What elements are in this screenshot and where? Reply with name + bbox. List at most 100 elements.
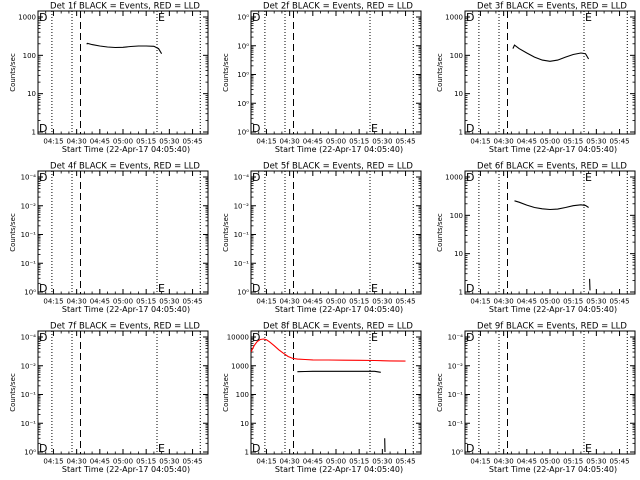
panel-det-4: Det 4f BLACK = Events, RED = LLD 10⁰ 10⁻¹ 1…	[9, 162, 209, 314]
marker-d-label-top: D	[466, 331, 474, 344]
marker-e-label: E	[371, 331, 378, 344]
y-tick-label: 10	[27, 90, 36, 98]
x-tick-label: 05:00	[326, 458, 346, 466]
marker-d-label-top: D	[39, 331, 47, 344]
x-tick-label: 04:45	[517, 138, 537, 146]
y-tick-label: 10⁻¹	[21, 420, 37, 428]
y-tick-label: 100	[450, 212, 463, 220]
x-tick-label: 05:30	[372, 298, 392, 306]
marker-d-label: D	[39, 282, 47, 295]
marker-d-label: D	[466, 442, 474, 455]
marker-e-label: E	[585, 171, 592, 184]
x-tick-label: 05:15	[563, 298, 583, 306]
marker-d-label: D	[466, 122, 474, 135]
marker-e-label: E	[158, 282, 165, 295]
x-tick-label: 04:15	[43, 458, 63, 466]
y-tick-label: 1000	[231, 362, 249, 370]
panel-det-5: Det 5f BLACK = Events, RED = LLD 10⁰ 10⁻¹ 1…	[222, 162, 422, 314]
y-tick-label: 1000	[18, 14, 36, 22]
x-tick-label: 04:30	[67, 298, 87, 306]
x-tick-label: 05:15	[563, 458, 583, 466]
x-tick-label: 05:15	[349, 138, 369, 146]
y-tick-label: 10⁰	[451, 449, 463, 457]
marker-d-label: D	[39, 122, 47, 135]
y-tick-label: 10⁻¹	[21, 391, 37, 399]
x-axis-label: Start Time (22-Apr-17 04:05:40)	[275, 465, 403, 474]
x-tick-label: 05:45	[182, 298, 202, 306]
panel-det-6: Det 6f BLACK = Events, RED = LLD 1 10 100 10…	[436, 162, 636, 314]
x-tick-label: 05:45	[182, 138, 202, 146]
x-tick-label: 04:45	[303, 298, 323, 306]
y-tick-label: 100	[236, 391, 249, 399]
y-axis-label: Counts/sec	[436, 373, 444, 412]
y-tick-label: 10⁰	[24, 449, 36, 457]
x-tick-label: 05:15	[349, 458, 369, 466]
x-tick-label: 04:15	[256, 458, 276, 466]
y-tick-label: 1000	[445, 14, 463, 22]
x-tick-label: 05:30	[586, 138, 606, 146]
panel-det-9: Det 9f BLACK = Events, RED = LLD 10⁰ 10⁻¹ 1…	[436, 322, 636, 474]
chart-title: Det 6f BLACK = Events, RED = LLD	[477, 162, 627, 172]
y-tick-label: 10000	[227, 334, 249, 342]
y-tick-label: 100	[450, 52, 463, 60]
y-tick-label: 10⁰	[237, 42, 249, 50]
marker-e-label: E	[585, 442, 592, 455]
x-tick-label: 04:45	[90, 298, 110, 306]
x-axis-label: Start Time (22-Apr-17 04:05:40)	[489, 465, 617, 474]
y-tick-label: 10⁰	[237, 289, 249, 297]
marker-d-label: D	[252, 442, 260, 455]
y-tick-label: 10⁻¹	[21, 260, 37, 268]
marker-e-label: E	[158, 11, 165, 24]
x-axis-label: Start Time (22-Apr-17 04:05:40)	[62, 465, 190, 474]
marker-d-label-top: D	[39, 171, 47, 184]
marker-e-label: E	[371, 282, 378, 295]
y-tick-label: 1000	[445, 174, 463, 182]
y-tick-label: 10⁰	[237, 14, 249, 22]
x-tick-label: 04:15	[43, 138, 63, 146]
x-tick-label: 04:45	[90, 458, 110, 466]
y-tick-label: 1	[245, 449, 249, 457]
x-tick-label: 05:45	[609, 138, 629, 146]
marker-e-label: E	[585, 11, 592, 24]
y-tick-label: 10⁻⁴	[21, 334, 37, 342]
x-tick-label: 04:15	[43, 298, 63, 306]
x-tick-label: 05:00	[540, 298, 560, 306]
x-tick-label: 04:30	[494, 458, 514, 466]
x-tick-label: 05:15	[563, 138, 583, 146]
y-tick-label: 10⁻²	[448, 362, 464, 370]
marker-e-label: E	[158, 442, 165, 455]
x-tick-label: 05:30	[586, 458, 606, 466]
y-tick-label: 10⁻⁴	[234, 174, 250, 182]
x-tick-label: 05:45	[182, 458, 202, 466]
x-tick-label: 05:45	[395, 138, 415, 146]
x-tick-label: 04:15	[256, 298, 276, 306]
y-tick-label: 10⁰	[24, 289, 36, 297]
y-tick-label: 10⁰	[237, 100, 249, 108]
x-tick-label: 05:00	[113, 298, 133, 306]
y-axis-label: Counts/sec	[436, 213, 444, 252]
marker-d-label-top: D	[466, 11, 474, 24]
y-axis-label: Counts/sec	[9, 373, 17, 412]
marker-d-label: D	[252, 282, 260, 295]
y-axis-label: Counts/sec	[222, 213, 230, 252]
marker-d-label-top: D	[252, 331, 260, 344]
marker-d-label: D	[252, 122, 260, 135]
x-tick-label: 05:30	[372, 138, 392, 146]
y-tick-label: 10	[454, 250, 463, 258]
series-line-1	[251, 338, 406, 362]
x-tick-label: 05:15	[136, 138, 156, 146]
series-line-1	[514, 200, 589, 211]
y-tick-label: 1	[459, 289, 463, 297]
y-tick-label: 10⁻⁴	[21, 174, 37, 182]
y-tick-label: 1	[32, 129, 36, 137]
y-axis-label: Counts/sec	[436, 53, 444, 92]
x-tick-label: 04:15	[470, 138, 490, 146]
marker-d-label-top: D	[252, 11, 260, 24]
y-tick-label: 100	[23, 52, 36, 60]
x-tick-label: 04:45	[517, 458, 537, 466]
x-tick-label: 04:30	[67, 458, 87, 466]
y-tick-label: 10⁰	[237, 71, 249, 79]
y-tick-label: 10⁻¹	[234, 260, 250, 268]
x-tick-label: 05:30	[159, 298, 179, 306]
